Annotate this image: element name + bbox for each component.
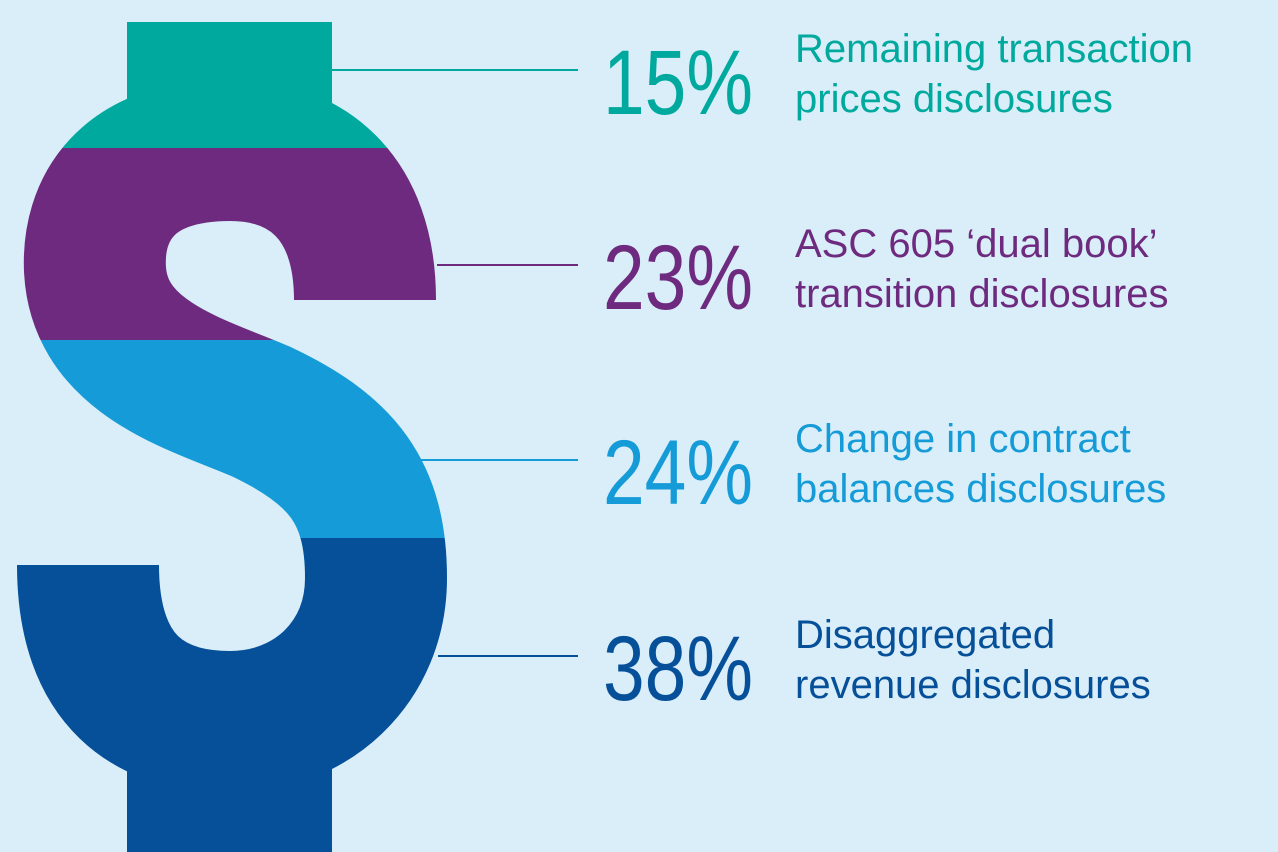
band: [0, 0, 500, 148]
percent: 38%: [603, 618, 753, 720]
label-line: prices disclosures: [795, 77, 1113, 121]
band: [0, 148, 500, 340]
dollar-sign: [0, 0, 500, 852]
percent: 23%: [603, 227, 753, 329]
label-line: ASC 605 ‘dual book’: [795, 222, 1157, 266]
percent: 15%: [603, 32, 753, 134]
label-line: Change in contract: [795, 417, 1131, 461]
label-line: Disaggregated: [795, 613, 1055, 657]
percent: 24%: [603, 422, 753, 524]
label-line: balances disclosures: [795, 467, 1166, 511]
label-line: revenue disclosures: [795, 663, 1151, 707]
band: [0, 340, 500, 538]
legend: 15% Remaining transaction prices disclosur…: [332, 27, 1193, 720]
band: [0, 538, 500, 852]
label-line: transition disclosures: [795, 272, 1169, 316]
label-line: Remaining transaction: [795, 27, 1193, 71]
